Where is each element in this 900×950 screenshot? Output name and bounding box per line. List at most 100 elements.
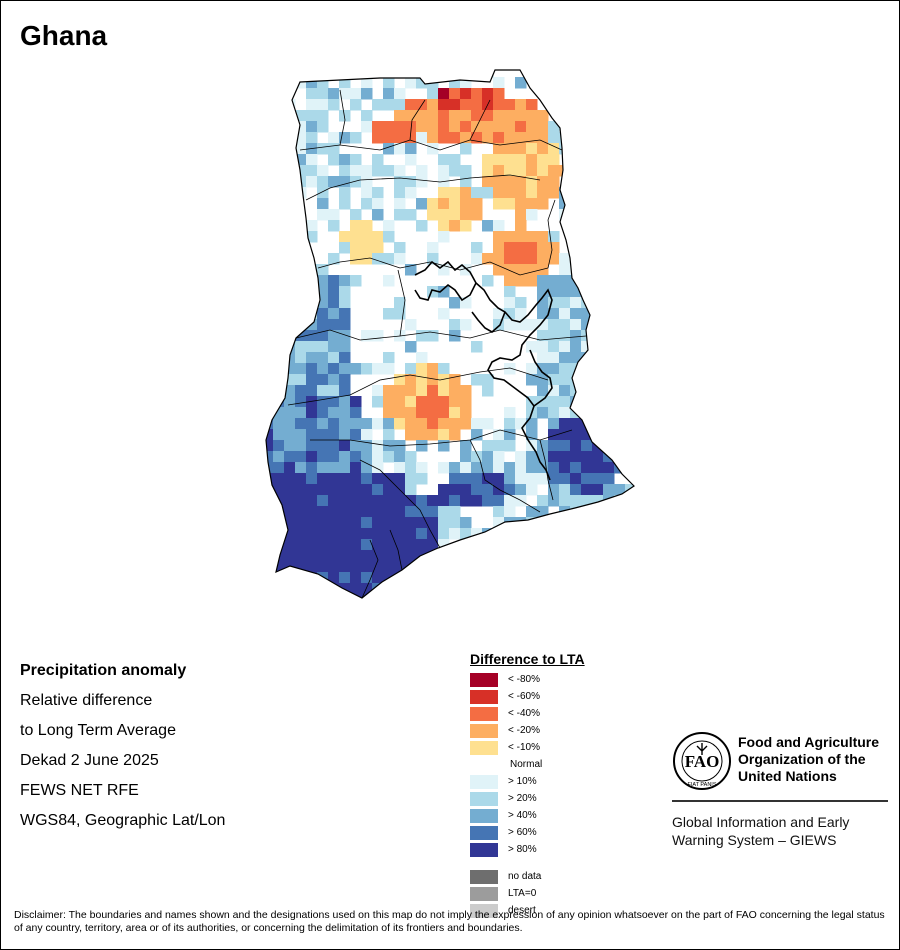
raster-cell (295, 440, 307, 452)
raster-cell (295, 385, 307, 397)
raster-cell (581, 253, 593, 265)
raster-cell (471, 198, 483, 210)
raster-cell (493, 253, 505, 265)
raster-cell (515, 517, 527, 529)
raster-cell (372, 198, 384, 210)
raster-cell (636, 517, 648, 529)
raster-cell (438, 374, 450, 386)
raster-cell (306, 99, 318, 111)
raster-cell (306, 484, 318, 496)
raster-cell (592, 429, 604, 441)
raster-cell (504, 407, 516, 419)
raster-cell (317, 396, 329, 408)
raster-cell (306, 396, 318, 408)
raster-cell (614, 121, 626, 133)
raster-cell (372, 418, 384, 430)
raster-cell (273, 440, 285, 452)
legend-label: > 60% (508, 827, 537, 838)
info-line: to Long Term Average (20, 722, 176, 739)
raster-cell (460, 451, 472, 463)
raster-cell (416, 462, 428, 474)
raster-cell (372, 495, 384, 507)
map-title: Ghana (20, 20, 108, 51)
raster-cell (570, 561, 582, 573)
raster-cell (372, 517, 384, 529)
raster-cell (438, 121, 450, 133)
raster-cell (350, 407, 362, 419)
raster-cell (372, 363, 384, 375)
raster-cell (537, 506, 549, 518)
raster-cell (350, 451, 362, 463)
raster-cell (416, 583, 428, 595)
raster-cell (383, 429, 395, 441)
raster-cell (548, 187, 560, 199)
raster-cell (361, 550, 373, 562)
raster-cell (273, 352, 285, 364)
raster-cell (416, 352, 428, 364)
raster-cell (394, 187, 406, 199)
raster-cell (515, 462, 527, 474)
raster-cell (570, 374, 582, 386)
raster-cell (361, 110, 373, 122)
raster-cell (636, 451, 648, 463)
raster-cell (416, 539, 428, 551)
raster-cell (427, 209, 439, 221)
raster-cell (372, 253, 384, 265)
raster-cell (581, 594, 593, 598)
raster-cell (361, 231, 373, 243)
raster-cell (636, 352, 648, 364)
raster-cell (614, 374, 626, 386)
raster-cell (438, 363, 450, 375)
raster-cell (515, 451, 527, 463)
raster-cell (449, 121, 461, 133)
region-boundary (317, 257, 549, 276)
raster-cell (317, 187, 329, 199)
raster-cell (460, 418, 472, 430)
raster-cell (570, 297, 582, 309)
map-info: Precipitation anomaly Relative differenc… (20, 656, 225, 836)
raster-cell (625, 495, 634, 507)
raster-cell (537, 264, 549, 276)
raster-cell (416, 220, 428, 232)
raster-cell (306, 286, 318, 298)
raster-cell (350, 396, 362, 408)
raster-cell (559, 374, 571, 386)
raster-cell (526, 539, 538, 551)
raster-cell (592, 462, 604, 474)
raster-cell (416, 407, 428, 419)
raster-cell (592, 352, 604, 364)
raster-cell (405, 143, 417, 155)
raster-cell (504, 143, 516, 155)
raster-cell (339, 462, 351, 474)
raster-cell (284, 484, 296, 496)
raster-cell (284, 77, 296, 89)
raster-cell (625, 220, 634, 232)
raster-cell (266, 363, 274, 375)
raster-cell (625, 451, 634, 463)
region-boundary (361, 539, 379, 599)
raster-cell (394, 506, 406, 518)
raster-cell (383, 385, 395, 397)
raster-cell (394, 473, 406, 485)
raster-cell (581, 319, 593, 331)
raster-cell (515, 473, 527, 485)
raster-cell (295, 539, 307, 551)
raster-cell (361, 429, 373, 441)
raster-cell (581, 484, 593, 496)
raster-cell (515, 231, 527, 243)
raster-cell (548, 341, 560, 353)
raster-cell (438, 407, 450, 419)
raster-cell (361, 363, 373, 375)
raster-cell (482, 462, 494, 474)
raster-cell (625, 253, 634, 265)
raster-cell (295, 165, 307, 177)
raster-cell (471, 187, 483, 199)
raster-cell (383, 583, 395, 595)
raster-cell (559, 363, 571, 375)
legend-title: Difference to LTA (470, 651, 585, 667)
legend-item: > 10% (470, 774, 585, 791)
legend-label: Normal (510, 759, 543, 770)
raster-cell (328, 451, 340, 463)
raster-cell (548, 528, 560, 540)
raster-cell (570, 407, 582, 419)
